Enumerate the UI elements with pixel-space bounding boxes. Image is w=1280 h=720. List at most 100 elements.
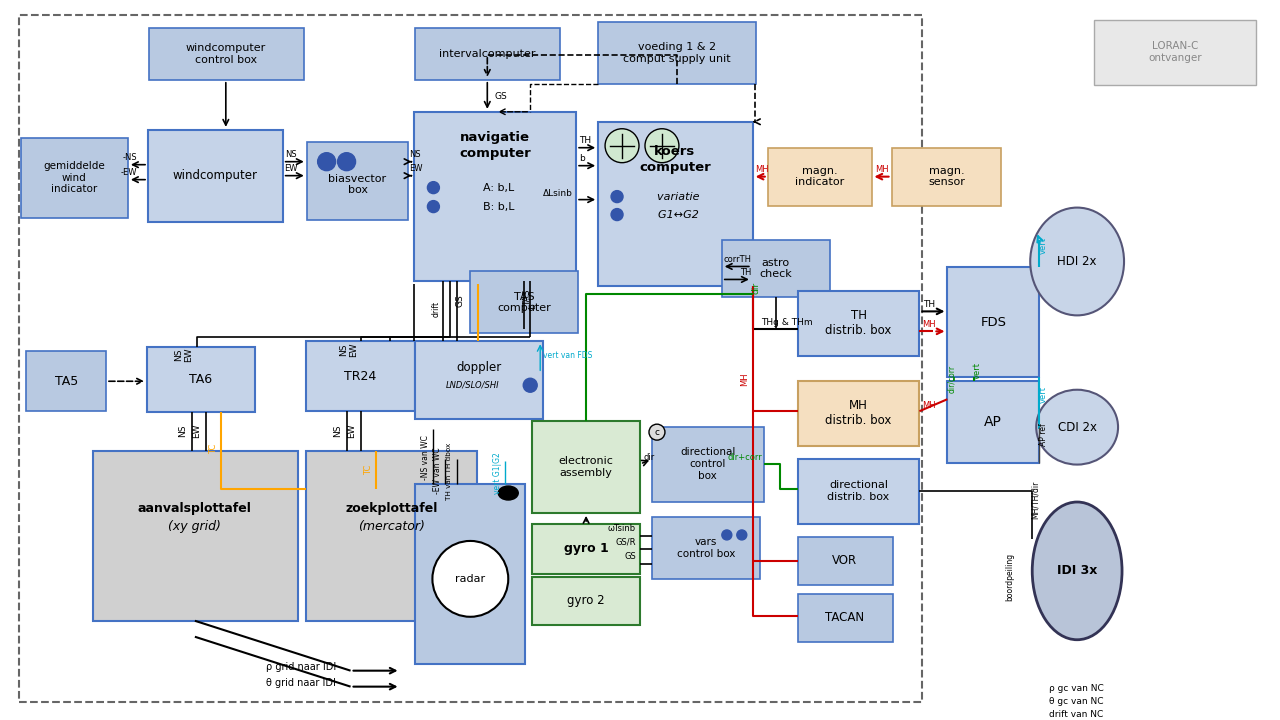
FancyBboxPatch shape	[797, 537, 892, 585]
FancyBboxPatch shape	[532, 524, 640, 574]
Text: TC: TC	[364, 465, 372, 475]
Text: -EW: -EW	[120, 168, 137, 177]
Text: EW: EW	[184, 347, 193, 361]
Ellipse shape	[1032, 502, 1123, 640]
Text: computer: computer	[460, 147, 531, 160]
Text: -NS van WC: -NS van WC	[421, 435, 430, 480]
Text: A: b,L: A: b,L	[476, 183, 515, 193]
Text: biasvector
box: biasvector box	[329, 174, 387, 195]
Text: variatie: variatie	[650, 192, 700, 202]
FancyBboxPatch shape	[891, 148, 1001, 206]
Text: TH: TH	[579, 136, 591, 145]
Text: vert van FDS: vert van FDS	[543, 351, 593, 360]
Circle shape	[428, 201, 439, 212]
Circle shape	[317, 153, 335, 171]
FancyBboxPatch shape	[947, 267, 1039, 377]
Text: MH: MH	[755, 165, 768, 174]
FancyBboxPatch shape	[148, 28, 303, 80]
Text: MH
distrib. box: MH distrib. box	[826, 399, 892, 427]
FancyBboxPatch shape	[532, 577, 640, 625]
Text: VOR: VOR	[832, 554, 858, 567]
Text: MH: MH	[923, 320, 936, 329]
Text: TH van TH dbox: TH van TH dbox	[447, 443, 452, 500]
Text: ρ grid naar IDI: ρ grid naar IDI	[265, 662, 335, 672]
Text: ωTsinb: ωTsinb	[608, 524, 636, 534]
FancyBboxPatch shape	[532, 421, 640, 513]
Circle shape	[722, 530, 732, 540]
Text: LND/SLO/SHI: LND/SLO/SHI	[445, 381, 499, 390]
FancyBboxPatch shape	[652, 427, 764, 502]
Text: gyro 1: gyro 1	[563, 542, 608, 555]
Text: computer: computer	[639, 161, 710, 174]
Text: GS: GS	[625, 552, 636, 562]
Circle shape	[338, 153, 356, 171]
Text: ΔLsinb: ΔLsinb	[543, 189, 573, 198]
FancyBboxPatch shape	[722, 240, 829, 297]
Text: TH
distrib. box: TH distrib. box	[826, 310, 892, 338]
FancyBboxPatch shape	[148, 130, 283, 222]
Text: dir: dir	[751, 282, 760, 294]
FancyBboxPatch shape	[598, 22, 755, 84]
Text: EW: EW	[284, 164, 297, 174]
Text: intervalcomputer: intervalcomputer	[439, 49, 535, 59]
Circle shape	[428, 181, 439, 194]
Text: TR24: TR24	[344, 370, 376, 383]
Text: EW: EW	[347, 424, 356, 438]
Circle shape	[605, 129, 639, 163]
FancyBboxPatch shape	[93, 451, 298, 621]
Text: TC: TC	[210, 444, 219, 454]
Text: IDI 3x: IDI 3x	[1057, 564, 1097, 577]
Text: CDI 2x: CDI 2x	[1057, 420, 1097, 433]
Text: EW: EW	[349, 342, 358, 356]
Text: magn.
sensor: magn. sensor	[928, 166, 965, 187]
Text: windcomputer
control box: windcomputer control box	[186, 43, 266, 65]
Text: dir/corr: dir/corr	[947, 365, 956, 393]
FancyBboxPatch shape	[797, 459, 919, 524]
Text: EW: EW	[410, 164, 422, 174]
Text: GS/R: GS/R	[616, 537, 636, 546]
Text: AP: AP	[984, 415, 1002, 429]
FancyBboxPatch shape	[797, 292, 919, 356]
FancyBboxPatch shape	[306, 451, 477, 621]
FancyBboxPatch shape	[416, 28, 561, 80]
Text: MH: MH	[923, 401, 936, 410]
FancyBboxPatch shape	[947, 382, 1039, 463]
Text: aanvalsplottafel: aanvalsplottafel	[138, 503, 252, 516]
Text: voeding 1 & 2
comput supply unit: voeding 1 & 2 comput supply unit	[623, 42, 731, 63]
FancyBboxPatch shape	[415, 112, 576, 282]
Text: TH: TH	[923, 300, 936, 309]
Text: zoekplottafel: zoekplottafel	[346, 503, 438, 516]
Text: THg & THm: THg & THm	[760, 318, 813, 327]
Text: vert: vert	[1038, 238, 1048, 254]
FancyBboxPatch shape	[307, 142, 408, 220]
Text: astro
check: astro check	[759, 258, 792, 279]
Text: MH/TH/dir: MH/TH/dir	[1030, 480, 1039, 519]
Text: vert: vert	[973, 362, 982, 379]
Text: doppler: doppler	[457, 361, 502, 374]
Text: -NS: -NS	[123, 153, 137, 162]
Ellipse shape	[1037, 390, 1117, 464]
Text: radar: radar	[456, 574, 485, 584]
Text: (xy grid): (xy grid)	[169, 521, 221, 534]
Text: vert: vert	[1038, 386, 1048, 403]
Circle shape	[645, 129, 678, 163]
Text: drift: drift	[431, 302, 440, 318]
Text: G1↔G2: G1↔G2	[652, 210, 699, 220]
Text: NS: NS	[174, 348, 183, 361]
Text: c: c	[654, 428, 659, 436]
Text: EW: EW	[192, 424, 201, 438]
Circle shape	[649, 424, 664, 440]
Text: TAS
computer: TAS computer	[498, 292, 552, 313]
Circle shape	[737, 530, 746, 540]
Text: ρ gc van NC: ρ gc van NC	[1050, 684, 1103, 693]
Text: magn.
indicator: magn. indicator	[795, 166, 845, 187]
Text: corrTH: corrTH	[723, 255, 751, 264]
Text: navigatie: navigatie	[461, 131, 530, 144]
Text: gemiddelde
wind
indicator: gemiddelde wind indicator	[44, 161, 105, 194]
Ellipse shape	[1030, 207, 1124, 315]
Text: drift van NC: drift van NC	[1050, 710, 1103, 719]
Text: MH: MH	[740, 372, 749, 386]
FancyBboxPatch shape	[797, 594, 892, 642]
FancyBboxPatch shape	[22, 138, 128, 217]
FancyBboxPatch shape	[416, 484, 525, 664]
